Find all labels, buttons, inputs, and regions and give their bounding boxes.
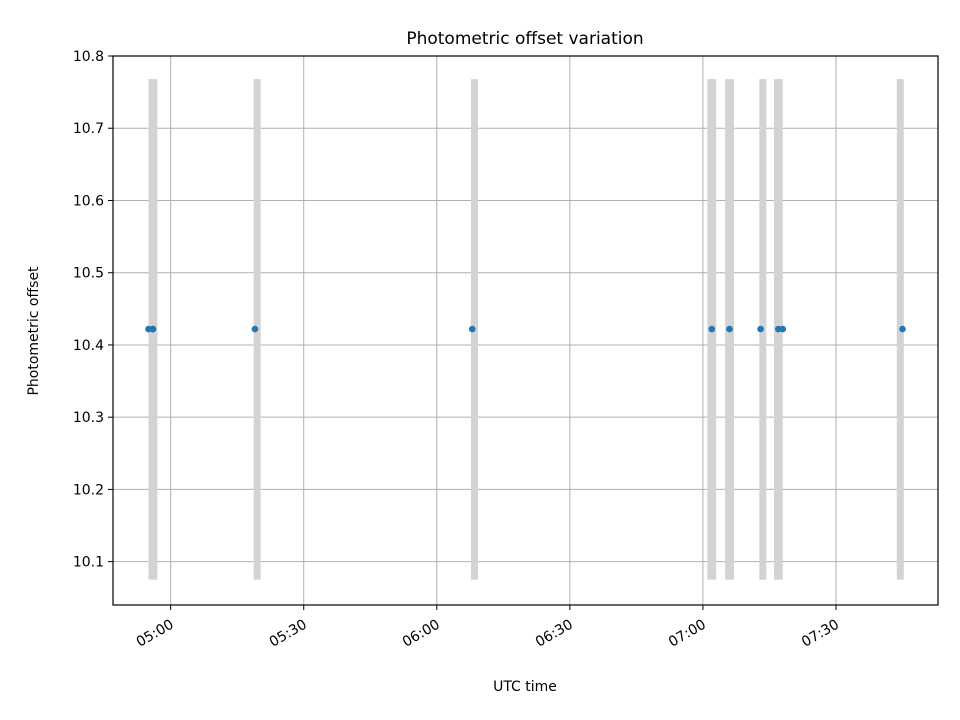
x-axis-ticks: 05:00 05:30 06:00 06:30 07:00 07:30 bbox=[134, 605, 842, 651]
y-axis-title: Photometric offset bbox=[26, 266, 42, 396]
x-tick-label: 06:00 bbox=[400, 617, 443, 651]
data-point bbox=[468, 325, 476, 333]
y-tick-label: 10.2 bbox=[73, 482, 104, 498]
y-tick-label: 10.1 bbox=[73, 555, 104, 571]
x-axis-title: UTC time bbox=[493, 679, 557, 695]
x-tick-label: 07:30 bbox=[799, 617, 842, 651]
y-tick-label: 10.8 bbox=[73, 49, 104, 65]
y-axis-ticks: 10.1 10.2 10.3 10.4 10.5 10.6 10.7 10.8 bbox=[73, 49, 113, 571]
data-point bbox=[708, 325, 716, 333]
plot-frame bbox=[112, 55, 939, 606]
y-tick-label: 10.6 bbox=[73, 193, 104, 209]
data-point bbox=[899, 325, 906, 333]
x-tick-label: 05:30 bbox=[267, 617, 310, 651]
x-tick-label: 07:00 bbox=[666, 617, 709, 651]
y-tick-label: 10.3 bbox=[73, 410, 104, 426]
chart-title: Photometric offset variation bbox=[406, 29, 643, 49]
data-point bbox=[757, 325, 764, 333]
grid-lines bbox=[113, 55, 938, 605]
y-tick-label: 10.5 bbox=[73, 266, 104, 282]
data-points bbox=[145, 325, 906, 333]
y-tick-label: 10.7 bbox=[73, 121, 104, 137]
data-point bbox=[251, 325, 259, 333]
data-point bbox=[149, 325, 157, 333]
y-tick-label: 10.4 bbox=[73, 338, 104, 354]
x-tick-label: 05:00 bbox=[134, 617, 177, 651]
data-point bbox=[779, 325, 787, 333]
data-point bbox=[726, 325, 733, 333]
x-tick-label: 06:30 bbox=[533, 617, 576, 651]
observation-bands bbox=[148, 79, 904, 580]
